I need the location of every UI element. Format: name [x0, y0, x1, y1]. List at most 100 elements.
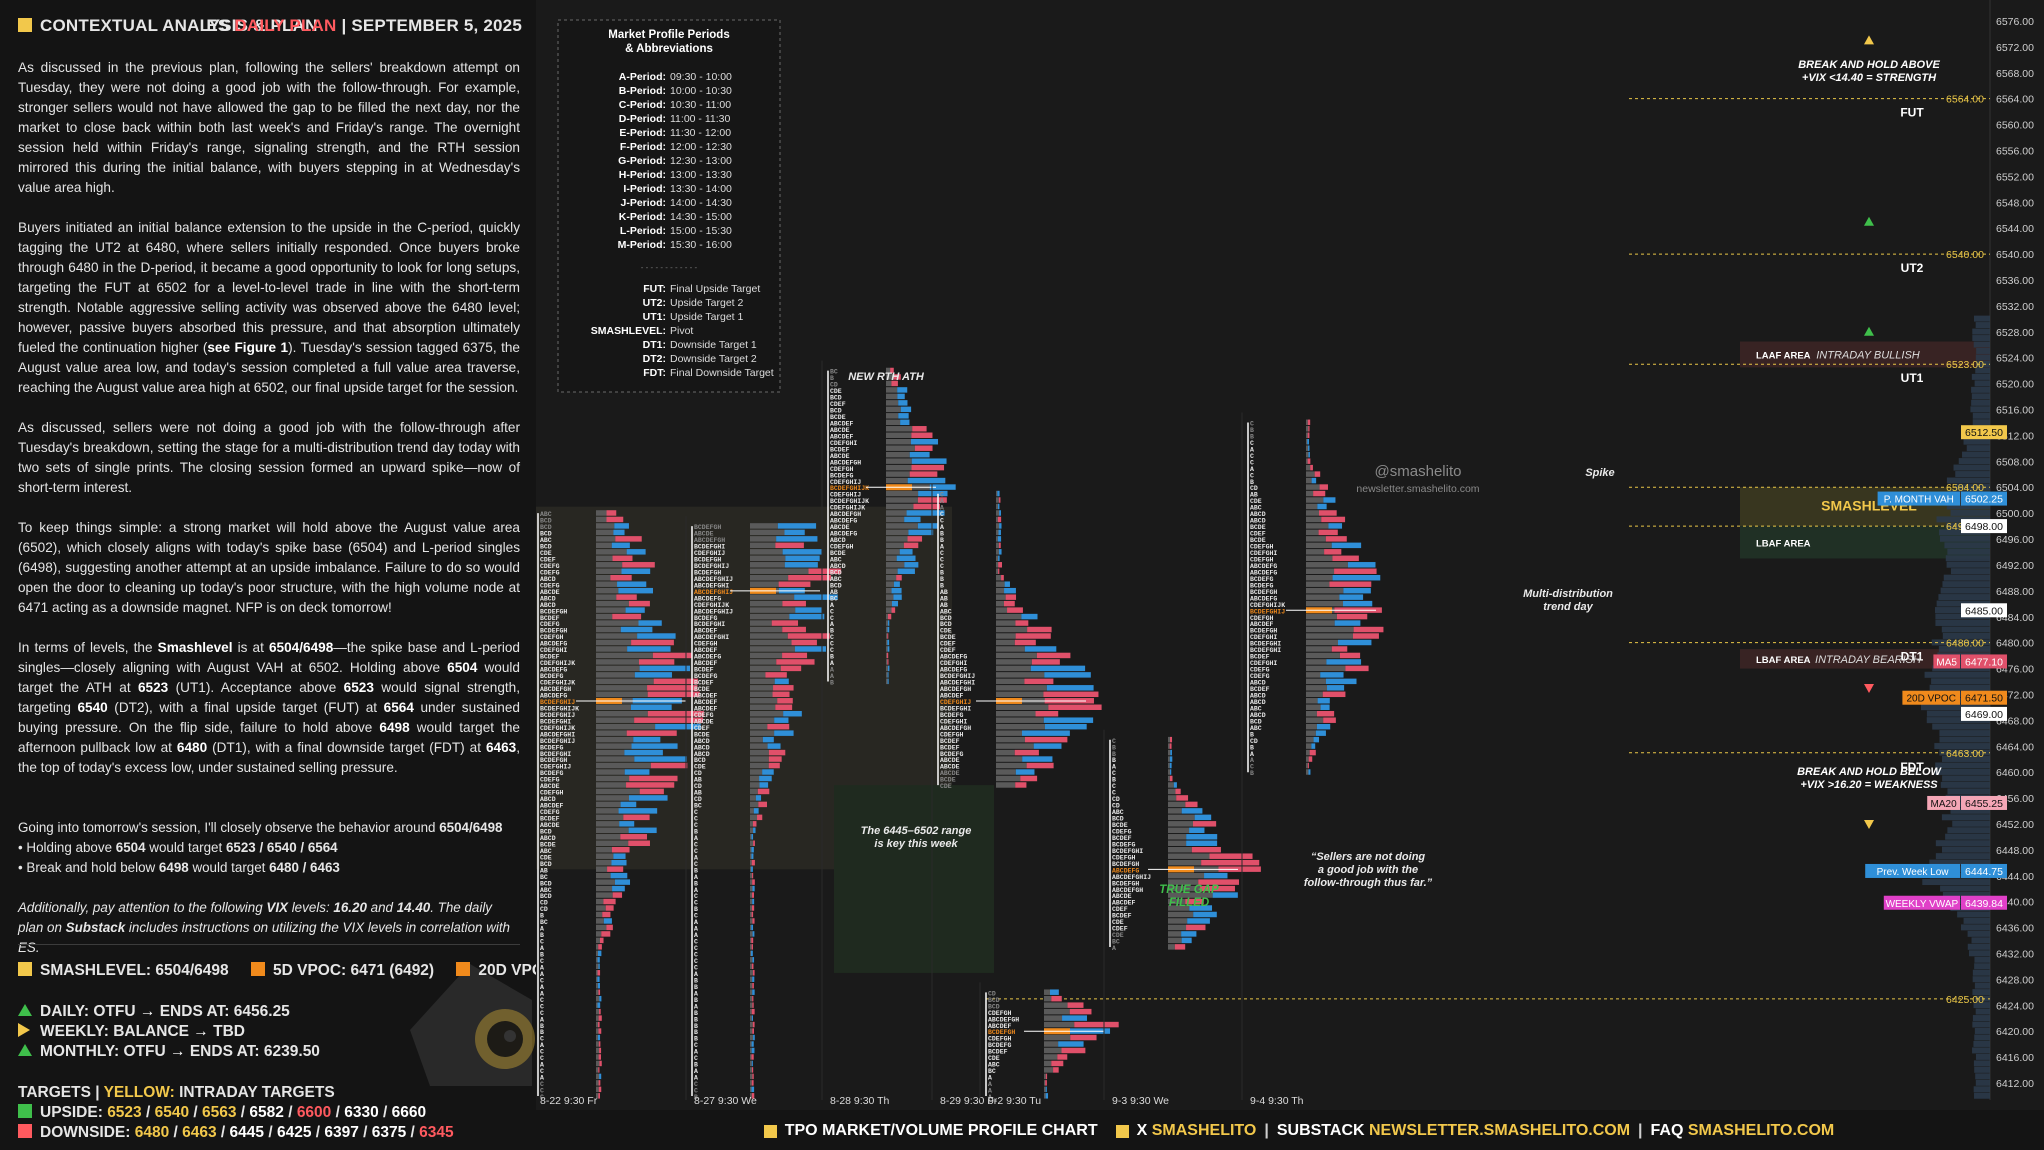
volume-bar-neutral — [1306, 536, 1326, 542]
legend-subtitle: & Abbreviations — [625, 43, 713, 55]
x-handle-link[interactable]: SMASHELITO — [1151, 1122, 1257, 1139]
composite-volume-bar — [1945, 555, 1990, 562]
tpo-row: BCDEFG — [1112, 841, 1136, 848]
composite-volume-bar — [1941, 846, 1990, 853]
tpo-row: CDEF — [1112, 906, 1128, 913]
volume-bar-neutral — [1306, 581, 1330, 587]
volume-bar-neutral — [1306, 484, 1320, 490]
volume-bar-neutral — [750, 957, 753, 963]
tpo-row: A — [694, 1049, 698, 1056]
tpo-row: BCDEF — [940, 744, 960, 751]
volume-bar-delta — [1026, 762, 1054, 769]
level-value-label: 6463.00 — [1946, 748, 1984, 760]
volume-bar-delta — [911, 464, 945, 471]
tpo-row: B — [694, 1010, 698, 1017]
level-name-ut2: UT2 — [1901, 261, 1924, 275]
tpo-row: CDE — [940, 628, 952, 635]
volume-bar-neutral — [886, 471, 910, 477]
upside-list: 6523 / 6540 / 6563 / 6582 / 6600 / 6330 … — [107, 1104, 426, 1121]
volume-bar-neutral — [750, 665, 781, 672]
tpo-row: CDEF — [830, 401, 846, 408]
volume-bar-delta — [1320, 672, 1344, 678]
volume-bar-delta — [997, 536, 1002, 542]
volume-bar-neutral — [996, 620, 1016, 626]
plan-date: ES DAILY PLAN | SEPTEMBER 5, 2025 — [206, 16, 522, 36]
tpo-row: CDEFGHI — [940, 718, 967, 725]
substack-link[interactable]: NEWSLETTER.SMASHELITO.COM — [1369, 1122, 1631, 1139]
faq-label: FAQ — [1650, 1122, 1684, 1139]
arrow-icon: → — [139, 1003, 156, 1020]
volume-bar-delta — [751, 950, 753, 957]
tpo-row: ABCDEF — [694, 692, 718, 699]
tpo-row: ABCDEFG — [1112, 867, 1139, 874]
tpo-row: BCDEFG — [1250, 582, 1274, 589]
tpo-row: C — [694, 1042, 698, 1049]
volume-bar-delta — [622, 562, 655, 568]
tpo-row: BCDEFG — [988, 1042, 1012, 1049]
tpo-row: C — [1250, 440, 1254, 447]
tpo-row: BCD — [830, 569, 842, 576]
tpo-row: ABCDEFGH — [988, 1016, 1019, 1023]
volume-bar-delta — [907, 477, 946, 484]
tpo-row: ABCDEFGH — [940, 686, 971, 693]
volume-bar-neutral — [1044, 1093, 1046, 1099]
volume-bar-neutral — [1168, 827, 1190, 834]
composite-volume-bar — [1972, 976, 1990, 983]
ut2-up-arrow-icon — [1864, 216, 1874, 226]
volume-bar-neutral — [596, 685, 648, 691]
composite-volume-bar — [1975, 322, 1990, 329]
volume-bar-neutral — [886, 613, 888, 620]
annotation-sellers: “Sellers are not doing — [1311, 851, 1426, 863]
volume-bar-delta — [913, 503, 940, 510]
composite-volume-bar — [1973, 315, 1990, 322]
composite-volume-bar — [1973, 341, 1990, 348]
volume-bar-delta — [605, 905, 614, 911]
volume-bar-neutral — [750, 756, 769, 762]
volume-bar-delta — [794, 594, 838, 600]
composite-volume-bar — [1974, 963, 1990, 970]
composite-volume-bar — [1950, 568, 1990, 575]
slash: / — [264, 1124, 277, 1141]
tpo-row: CDEFG — [540, 569, 560, 576]
y-tick-label: 6568.00 — [1996, 68, 2034, 80]
tpo-row: A — [694, 932, 698, 939]
tpo-row: ABCDEFGHIJ — [1112, 874, 1151, 881]
legend-period-time: 13:00 - 13:30 — [670, 169, 732, 181]
legend-abbrev-desc: Final Downside Target — [670, 367, 774, 379]
tpo-row: B — [540, 952, 544, 959]
volume-bar-neutral — [886, 600, 892, 607]
zone-lbaf-area — [1740, 649, 1990, 669]
faq-link[interactable]: SMASHELITO.COM — [1687, 1122, 1835, 1139]
volume-bar-neutral — [750, 931, 753, 937]
axis-tag-bg — [1961, 491, 2007, 506]
volume-bar-delta — [751, 846, 754, 853]
volume-bar-delta — [612, 885, 625, 892]
volume-bar-neutral — [596, 872, 611, 879]
volume-bar-neutral — [596, 853, 614, 859]
volume-bar-delta — [909, 451, 930, 458]
volume-bar-delta — [1192, 821, 1217, 827]
tpo-row: B — [540, 913, 544, 920]
volume-bar-delta — [788, 574, 832, 581]
legend-abbrev-desc: Downside Target 1 — [670, 339, 757, 351]
tpo-row: ABC — [540, 887, 552, 894]
volume-bar-neutral — [886, 413, 899, 419]
downside-list: 6480 / 6463 / 6445 / 6425 / 6397 / 6375 … — [135, 1124, 454, 1141]
volume-bar-delta — [791, 639, 817, 646]
tpo-row: ABC — [1250, 725, 1262, 732]
tpo-row: A — [694, 835, 698, 842]
volume-bar-neutral — [750, 989, 753, 995]
volume-bar-delta — [998, 542, 1001, 549]
volume-bar-neutral — [750, 542, 776, 549]
volume-bar-delta — [997, 490, 1000, 497]
volume-bar-delta — [624, 749, 663, 756]
b1-mid: would target — [145, 840, 226, 855]
composite-volume-bar — [1940, 587, 1990, 594]
volume-bar-neutral — [1306, 743, 1312, 749]
tpo-row: B — [830, 375, 834, 382]
tpo-row: C — [694, 939, 698, 946]
volume-bar-delta — [598, 1086, 602, 1093]
tpo-row: ABCDE — [830, 453, 850, 460]
volume-bar-delta — [1024, 646, 1057, 652]
up-triangle-icon — [18, 1004, 32, 1016]
